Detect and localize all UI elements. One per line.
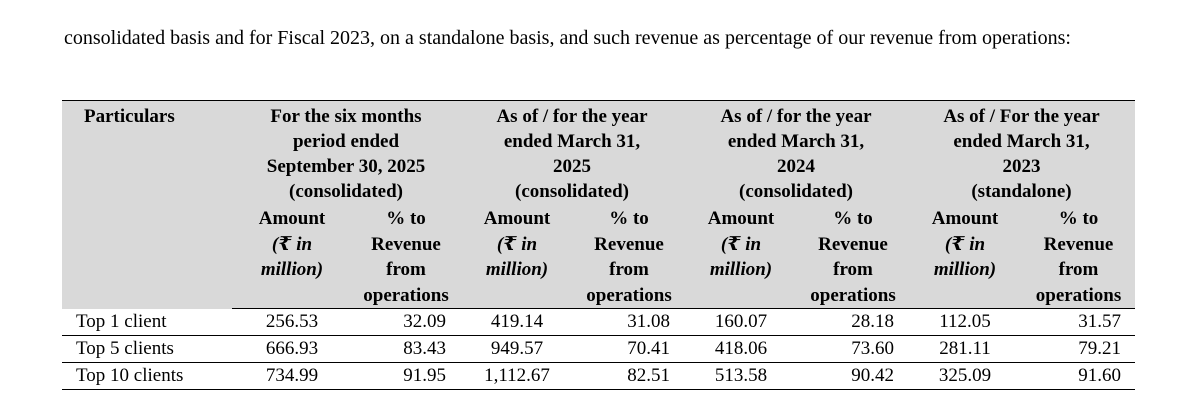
- pct-cell: 82.51: [574, 362, 684, 390]
- pct-revenue-header: % to Revenue from operations: [352, 204, 460, 309]
- amount-cell: 281.11: [908, 335, 1022, 363]
- amount-cell: 513.58: [684, 362, 798, 390]
- amount-cell: 666.93: [232, 335, 352, 363]
- pct-revenue-header: % to Revenue from operations: [574, 204, 684, 309]
- amount-header: Amount (₹ in million): [232, 204, 352, 309]
- amount-cell: 418.06: [684, 335, 798, 363]
- period-header-fy2023: As of / For the year ended March 31, 202…: [908, 100, 1135, 204]
- amount-cell: 112.05: [908, 308, 1022, 336]
- amount-cell: 734.99: [232, 362, 352, 390]
- pct-cell: 31.08: [574, 308, 684, 336]
- pct-cell: 91.60: [1022, 362, 1135, 390]
- amount-cell: 949.57: [460, 335, 574, 363]
- pct-revenue-header: % to Revenue from operations: [1022, 204, 1135, 309]
- amount-cell: 1,112.67: [460, 362, 574, 390]
- row-label: Top 5 clients: [62, 335, 232, 363]
- period-header-fy2024: As of / for the year ended March 31, 202…: [684, 100, 908, 204]
- pct-revenue-header: % to Revenue from operations: [798, 204, 908, 309]
- pct-cell: 91.95: [352, 362, 460, 390]
- amount-header: Amount (₹ in million): [908, 204, 1022, 309]
- pct-cell: 32.09: [352, 308, 460, 336]
- row-label: Top 1 client: [62, 308, 232, 336]
- amount-header: Amount (₹ in million): [460, 204, 574, 309]
- amount-header: Amount (₹ in million): [684, 204, 798, 309]
- pct-cell: 28.18: [798, 308, 908, 336]
- pct-cell: 83.43: [352, 335, 460, 363]
- amount-cell: 256.53: [232, 308, 352, 336]
- amount-cell: 325.09: [908, 362, 1022, 390]
- table-header-period-row: Particulars For the six months period en…: [62, 100, 1135, 309]
- amount-cell: 419.14: [460, 308, 574, 336]
- client-revenue-table: Particulars For the six months period en…: [62, 100, 1135, 390]
- pct-cell: 79.21: [1022, 335, 1135, 363]
- amount-cell: 160.07: [684, 308, 798, 336]
- pct-cell: 70.41: [574, 335, 684, 363]
- intro-paragraph: consolidated basis and for Fiscal 2023, …: [64, 27, 1071, 49]
- pct-cell: 73.60: [798, 335, 908, 363]
- particulars-header: Particulars: [62, 100, 232, 309]
- table-row: Top 1 client 256.53 32.09 419.14 31.08 1…: [62, 308, 1135, 336]
- period-header-fy2025: As of / for the year ended March 31, 202…: [460, 100, 684, 204]
- pct-cell: 90.42: [798, 362, 908, 390]
- period-header-h1-2025: For the six months period ended Septembe…: [232, 100, 460, 204]
- pct-cell: 31.57: [1022, 308, 1135, 336]
- table-row: Top 5 clients 666.93 83.43 949.57 70.41 …: [62, 335, 1135, 363]
- table-row: Top 10 clients 734.99 91.95 1,112.67 82.…: [62, 362, 1135, 390]
- row-label: Top 10 clients: [62, 362, 232, 390]
- table-header-measure-row: Amount (₹ in million) % to Revenue from …: [62, 204, 1135, 309]
